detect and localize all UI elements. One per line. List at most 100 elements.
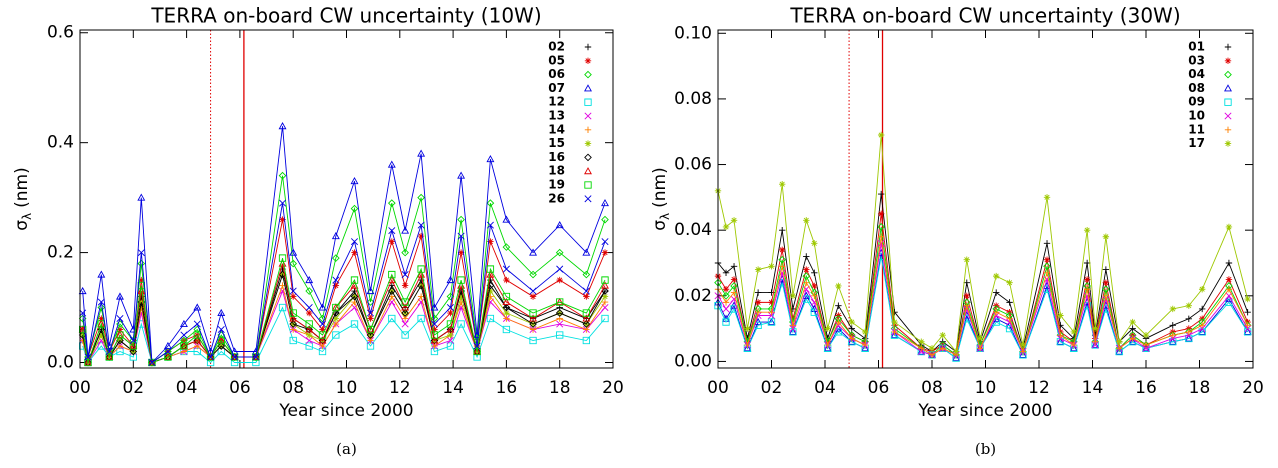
data-point [401, 282, 409, 289]
y-tick-label: 0.00 [674, 351, 712, 371]
data-point [848, 318, 855, 326]
data-point [163, 341, 172, 350]
data-point [788, 327, 797, 335]
data-point [318, 336, 327, 345]
data-point [401, 248, 409, 257]
data-point [939, 345, 946, 352]
data-point [332, 254, 340, 262]
legend-marker [1224, 126, 1232, 133]
data-point [502, 303, 511, 312]
data-point [789, 328, 797, 336]
data-point [79, 309, 87, 317]
data-point [730, 289, 738, 296]
data-point [976, 345, 984, 352]
series-line [82, 272, 606, 364]
data-point [555, 309, 564, 317]
data-point [744, 341, 751, 349]
series-line [82, 219, 606, 364]
data-point [1116, 345, 1123, 352]
data-point [350, 177, 359, 185]
x-tick-label: 08 [282, 378, 304, 398]
data-point [84, 353, 92, 361]
data-point [401, 271, 409, 279]
data-point [1185, 334, 1193, 343]
data-point [582, 314, 591, 322]
data-point [217, 308, 226, 317]
data-point [939, 344, 947, 352]
legend-marker [584, 57, 592, 64]
data-point [1083, 226, 1091, 234]
data-point [387, 287, 396, 295]
data-point [350, 292, 359, 301]
data-point [1244, 309, 1251, 316]
data-point [601, 298, 609, 306]
caption: (a) [336, 440, 357, 458]
x-tick-label: 08 [921, 378, 943, 398]
data-point [446, 275, 455, 284]
data-point [1225, 276, 1233, 283]
data-point [430, 347, 439, 356]
data-point [430, 336, 439, 344]
data-point [767, 318, 776, 326]
data-point [305, 275, 314, 284]
data-point [754, 289, 762, 296]
data-point [754, 321, 762, 329]
data-point [754, 266, 762, 273]
data-point [848, 335, 855, 342]
data-point [446, 304, 454, 312]
data-point [810, 308, 818, 316]
data-point [779, 181, 786, 188]
data-point [486, 270, 495, 278]
data-point [890, 331, 899, 339]
data-point [366, 325, 375, 334]
data-point [529, 270, 537, 279]
data-point [417, 193, 425, 202]
data-point [318, 303, 327, 311]
y-label-sub: λ [658, 213, 672, 220]
caption: (b) [975, 440, 996, 458]
data-point [305, 331, 313, 339]
y-tick-label: 0.0 [47, 353, 74, 373]
legend-marker [584, 43, 592, 51]
x-tick-label: 12 [389, 378, 411, 398]
series-line [82, 284, 606, 364]
y-tick-label: 0.02 [674, 286, 712, 306]
data-point [992, 318, 1000, 326]
legend-marker [584, 112, 592, 120]
legend-label: 19 [548, 178, 565, 192]
data-point [129, 325, 138, 333]
data-point [928, 351, 936, 359]
data-point [877, 131, 885, 139]
data-point [601, 293, 609, 300]
data-point [129, 342, 137, 350]
data-point [503, 276, 510, 284]
data-point [289, 259, 298, 268]
data-point [332, 315, 340, 322]
data-point [417, 221, 425, 229]
x-tick-label: 02 [761, 378, 783, 398]
data-point [556, 276, 563, 284]
legend-label: 10 [1188, 109, 1205, 123]
data-point [279, 216, 286, 223]
data-point [289, 336, 297, 345]
data-point [1198, 327, 1207, 335]
legend-marker [1224, 140, 1232, 147]
data-point [318, 320, 327, 328]
data-point [366, 325, 375, 333]
data-point [529, 309, 537, 317]
legend-marker [584, 195, 592, 203]
data-point [318, 331, 327, 339]
x-tick-label: 14 [1082, 378, 1104, 398]
data-point [388, 227, 396, 235]
data-point [401, 298, 409, 306]
data-point [486, 155, 495, 163]
data-point [105, 352, 114, 361]
series-line [82, 203, 606, 364]
data-point [97, 320, 105, 328]
data-point [473, 347, 481, 356]
data-point [401, 226, 410, 234]
data-point [976, 335, 984, 342]
data-point [473, 342, 481, 350]
chart-title: TERRA on-board CW uncertainty (30W) [789, 4, 1180, 28]
data-point [722, 223, 730, 231]
